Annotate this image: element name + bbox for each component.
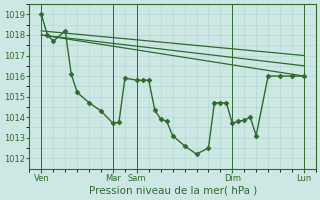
X-axis label: Pression niveau de la mer( hPa ): Pression niveau de la mer( hPa ) [89, 186, 257, 196]
